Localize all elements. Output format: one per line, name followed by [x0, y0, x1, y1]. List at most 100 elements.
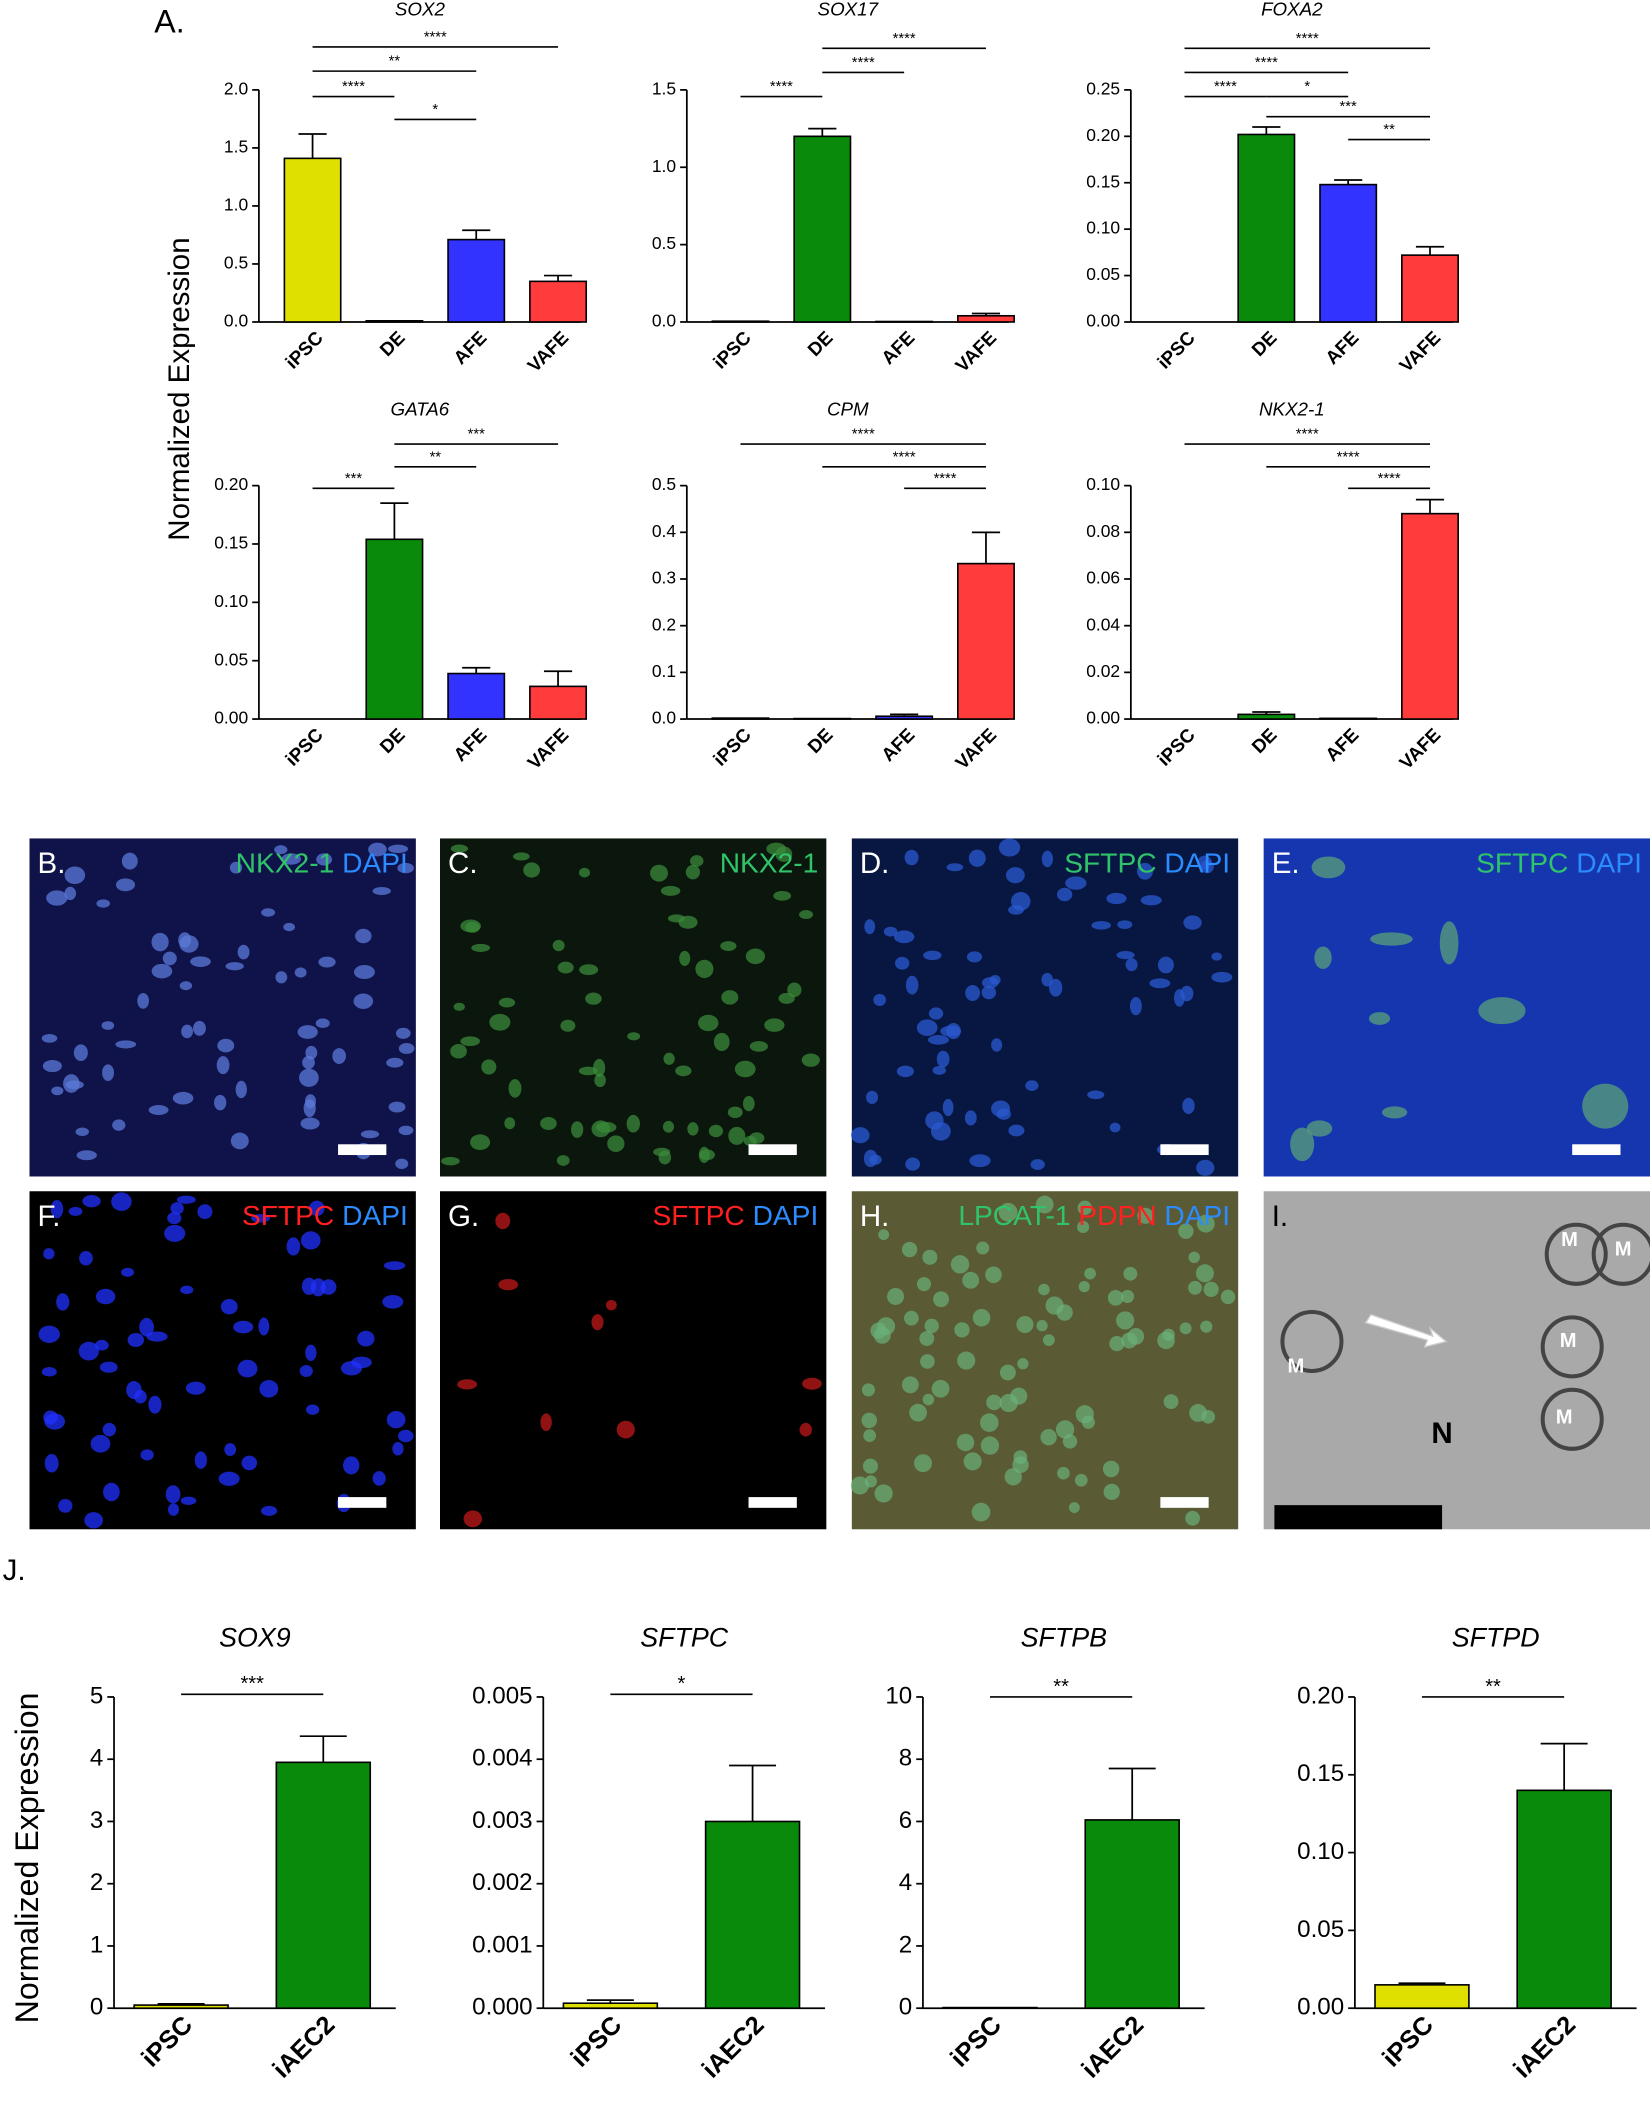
- stain-name: LPCAT-1: [958, 1200, 1070, 1232]
- cell: [1010, 891, 1031, 911]
- cell: [930, 1122, 951, 1141]
- error-bar: [1540, 1742, 1588, 1791]
- cell: [355, 928, 372, 944]
- cell: [259, 1379, 279, 1398]
- cell: [946, 863, 964, 872]
- cell: [1078, 1281, 1090, 1293]
- y-tick-label: 3: [90, 1807, 103, 1834]
- cell: [954, 1322, 970, 1338]
- cell: [901, 1241, 918, 1258]
- cell: [916, 1019, 938, 1036]
- y-tick-label: 0.0: [224, 311, 249, 331]
- cell: [931, 1379, 950, 1398]
- cell: [51, 1086, 64, 1096]
- cell: [167, 1212, 182, 1225]
- x-tick-label: iPSC: [709, 724, 755, 770]
- y-tick-label: 0.15: [214, 533, 248, 553]
- cell: [137, 992, 149, 1009]
- significance-label: ****: [424, 29, 447, 45]
- cell: [172, 1091, 194, 1105]
- em-marker: N: [1431, 1417, 1452, 1450]
- bar: [1237, 713, 1296, 720]
- cell: [1055, 1420, 1075, 1439]
- cell: [1123, 1266, 1138, 1281]
- cell: [382, 1294, 404, 1309]
- x-tick-label: iAEC2: [1508, 2011, 1581, 2084]
- cell: [578, 867, 591, 878]
- cell: [139, 1317, 154, 1337]
- panel-label: F.: [38, 1200, 61, 1233]
- cell: [1107, 1290, 1124, 1306]
- cell: [985, 1266, 1002, 1284]
- cell: [956, 1433, 975, 1452]
- x-tick-label: iPSC: [281, 327, 327, 373]
- cell: [1188, 1251, 1200, 1264]
- cell: [1127, 1328, 1145, 1345]
- micrograph: [1263, 838, 1650, 1177]
- cell: [675, 1065, 692, 1077]
- cell: [304, 1094, 316, 1109]
- bar: [875, 715, 934, 720]
- cell: [980, 1436, 1000, 1455]
- y-tick-label: 0.0: [652, 708, 677, 728]
- cell: [950, 1255, 970, 1274]
- panel-label: J.: [3, 1554, 26, 1587]
- chart-title: SOX9: [219, 1622, 291, 1652]
- y-tick-label: 0.10: [1086, 218, 1120, 238]
- y-tick-label: 1: [90, 1931, 103, 1958]
- chart-title: SFTPB: [1021, 1622, 1107, 1652]
- cell: [165, 1485, 181, 1504]
- cell: [101, 1021, 115, 1030]
- y-tick-label: 0.001: [472, 1931, 532, 1958]
- cell: [1040, 1429, 1057, 1446]
- stain-name: PDPN: [1078, 1200, 1156, 1232]
- cell: [968, 849, 986, 867]
- bar: [957, 562, 1015, 720]
- cell: [283, 922, 295, 932]
- cell: [185, 1381, 206, 1395]
- cell: [1311, 856, 1346, 879]
- significance-label: ****: [1255, 55, 1278, 71]
- x-tick-label: VAFE: [951, 724, 1000, 773]
- cell: [850, 1476, 869, 1495]
- x-tick-label: AFE: [1321, 327, 1362, 368]
- cell: [1038, 1283, 1050, 1296]
- y-tick-label: 4: [899, 1869, 912, 1896]
- cell: [678, 915, 698, 929]
- y-tick-label: 0.06: [1086, 568, 1120, 588]
- cell: [300, 1117, 320, 1130]
- cell: [164, 1224, 186, 1242]
- organelle: [1540, 1387, 1604, 1451]
- cell: [957, 1351, 976, 1370]
- y-tick-label: 0.25: [1086, 79, 1120, 99]
- cell: [44, 1453, 59, 1473]
- cell: [64, 866, 86, 885]
- cell: [82, 1195, 101, 1208]
- em-marker: M: [1561, 1229, 1578, 1251]
- chart-title: SFTPD: [1452, 1622, 1540, 1652]
- bar: [1319, 183, 1378, 323]
- cell: [883, 926, 898, 937]
- error-bar: [380, 502, 409, 540]
- cell: [877, 1317, 896, 1336]
- y-tick-label: 0.3: [652, 568, 676, 588]
- bar: [1237, 133, 1296, 323]
- cell: [460, 1036, 481, 1047]
- x-tick-label: DE: [375, 724, 408, 757]
- em-marker: M: [1556, 1406, 1573, 1428]
- cell: [585, 992, 602, 1005]
- cell: [1120, 1289, 1135, 1303]
- cell: [504, 1117, 516, 1130]
- cell: [1117, 920, 1133, 929]
- cell: [68, 1206, 83, 1216]
- y-tick-label: 0.00: [1086, 311, 1120, 331]
- cell: [579, 964, 599, 976]
- cell: [749, 1132, 765, 1144]
- scale-bar: [748, 1144, 797, 1156]
- cell: [127, 1332, 145, 1348]
- y-tick-label: 8: [899, 1745, 912, 1772]
- cell: [251, 1214, 270, 1223]
- cell: [1178, 1223, 1194, 1239]
- cell: [450, 1043, 467, 1059]
